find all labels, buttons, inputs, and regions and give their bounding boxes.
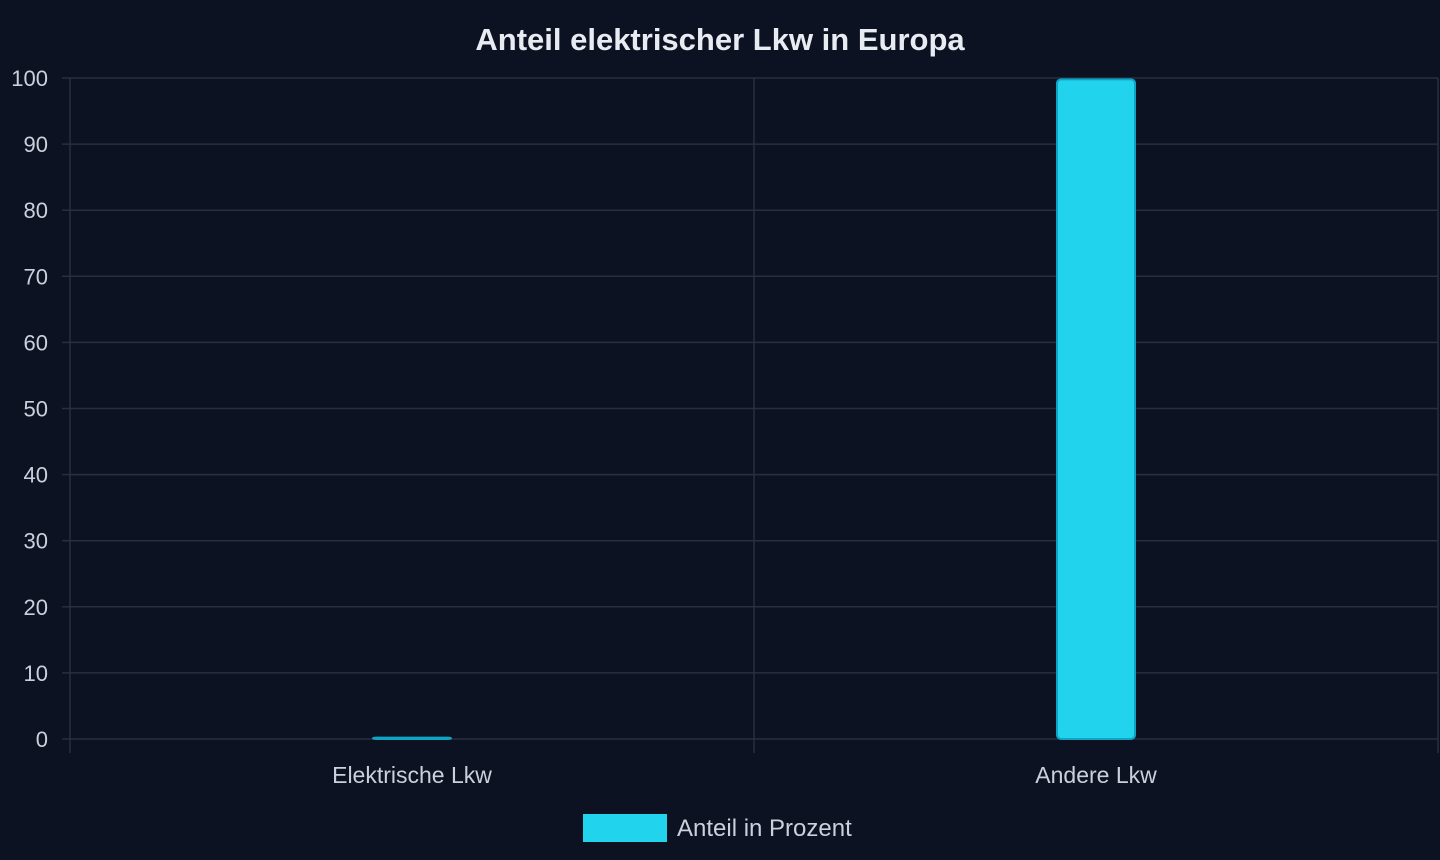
y-tick-label: 100 <box>11 66 48 91</box>
y-tick-label: 80 <box>24 198 48 223</box>
x-tick-label: Andere Lkw <box>1035 762 1157 788</box>
grid-lines <box>69 77 1439 753</box>
y-tick-label: 40 <box>24 463 48 488</box>
y-tick-label: 30 <box>24 529 48 554</box>
y-axis: 0 10 20 30 40 50 60 70 80 90 100 <box>11 66 70 752</box>
x-axis: Elektrische Lkw Andere Lkw <box>332 762 1157 788</box>
y-tick-label: 90 <box>24 132 48 157</box>
x-tick-label: Elektrische Lkw <box>332 762 492 788</box>
chart-title: Anteil elektrischer Lkw in Europa <box>475 22 965 57</box>
y-tick-label: 20 <box>24 595 48 620</box>
legend[interactable]: Anteil in Prozent <box>583 814 852 842</box>
y-tick-label: 50 <box>24 397 48 422</box>
legend-label[interactable]: Anteil in Prozent <box>677 815 852 842</box>
y-tick-label: 10 <box>24 661 48 686</box>
y-tick-label: 60 <box>24 330 48 355</box>
legend-swatch[interactable] <box>583 814 667 842</box>
bars <box>372 78 1136 740</box>
bar-andere-lkw[interactable] <box>1056 78 1136 740</box>
y-tick-label: 70 <box>24 264 48 289</box>
bar-elektrische-lkw[interactable] <box>372 736 452 740</box>
y-tick-label: 0 <box>36 727 48 752</box>
